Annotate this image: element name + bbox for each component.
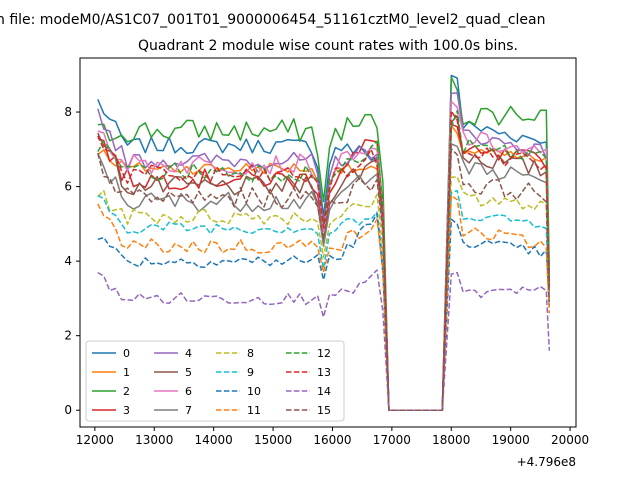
x-tick-label: 16000	[313, 433, 351, 447]
y-tick-label: 8	[64, 105, 72, 119]
x-tick-label: 15000	[254, 433, 292, 447]
x-offset-label: +4.796e8	[517, 455, 576, 469]
legend-label-7: 7	[185, 404, 192, 417]
chart-title: Quadrant 2 module wise count rates with …	[138, 38, 518, 54]
y-tick-label: 0	[64, 403, 72, 417]
series-line-3	[97, 123, 551, 411]
x-tick-label: 20000	[551, 433, 589, 447]
plot-frame	[79, 57, 577, 428]
legend-label-9: 9	[247, 366, 254, 379]
series-line-13	[97, 110, 551, 411]
x-tick-label: 17000	[373, 433, 411, 447]
series-line-9	[97, 189, 551, 411]
legend-label-8: 8	[247, 347, 254, 360]
x-tick-label: 14000	[195, 433, 233, 447]
legend-label-1: 1	[123, 366, 130, 379]
x-axis: 12000 13000 14000 15000 16000 17000 18000 19000…	[76, 427, 589, 447]
series-line-0	[97, 74, 551, 411]
x-tick-label: 18000	[432, 433, 470, 447]
series-line-15	[97, 148, 551, 411]
series-line-6	[97, 100, 551, 411]
legend-label-13: 13	[317, 366, 331, 379]
legend-label-10: 10	[247, 385, 261, 398]
legend-frame	[85, 340, 345, 422]
legend-label-5: 5	[185, 366, 192, 379]
legend-label-14: 14	[317, 385, 331, 398]
series-line-10	[97, 213, 551, 411]
series-line-11	[97, 194, 551, 411]
legend-label-6: 6	[185, 385, 192, 398]
series-line-2	[97, 76, 551, 411]
y-tick-label: 4	[64, 254, 72, 268]
legend-label-0: 0	[123, 347, 130, 360]
series-line-14	[97, 269, 551, 411]
legend-label-15: 15	[317, 404, 331, 417]
x-tick-label: 13000	[135, 433, 173, 447]
figure-suptitle: n file: modeM0/AS1C07_001T01_9000006454_…	[0, 12, 545, 28]
legend-label-4: 4	[185, 347, 192, 360]
y-tick-label: 6	[64, 180, 72, 194]
y-axis: 0 2 4 6 8	[64, 105, 80, 417]
legend-label-12: 12	[317, 347, 331, 360]
x-tick-label: 19000	[492, 433, 530, 447]
series-line-12	[97, 110, 551, 411]
series-layer	[97, 74, 551, 411]
legend-label-3: 3	[123, 404, 130, 417]
series-line-7	[97, 143, 551, 411]
series-line-5	[97, 115, 551, 411]
legend-label-2: 2	[123, 385, 130, 398]
series-line-8	[97, 175, 551, 411]
x-tick-label: 12000	[76, 433, 114, 447]
y-tick-label: 2	[64, 329, 72, 343]
legend-label-11: 11	[247, 404, 261, 417]
